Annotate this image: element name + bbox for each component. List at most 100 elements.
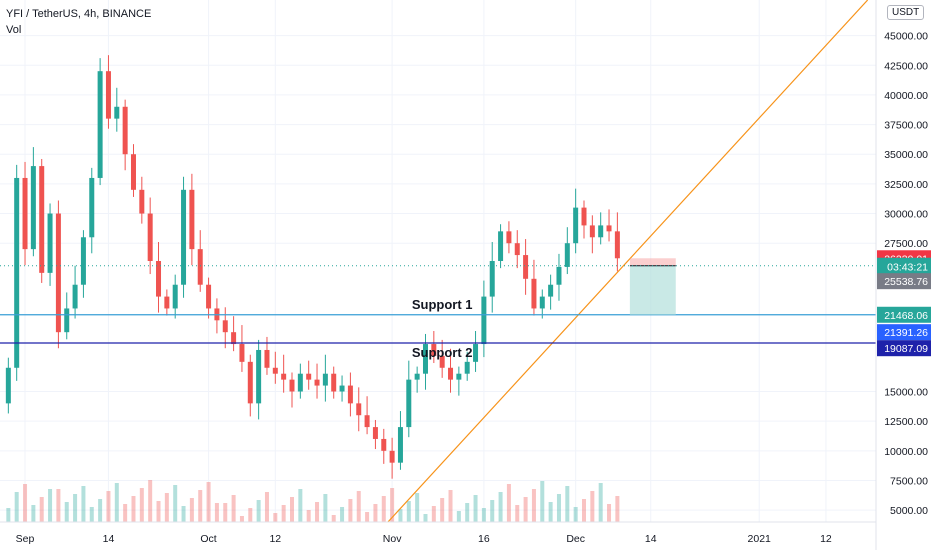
price-level-tag[interactable] [877, 324, 931, 341]
volume-bar [14, 492, 19, 522]
y-tick-label: 40000.00 [884, 90, 928, 102]
volume-bar [582, 499, 586, 522]
volume-bar [398, 509, 403, 522]
volume-bar [23, 484, 28, 522]
price-level-label: 19087.09 [884, 343, 928, 355]
candle-body [322, 373, 328, 386]
volume-bar [223, 503, 228, 522]
currency-badge[interactable]: USDT [887, 5, 925, 20]
volume-bar [81, 486, 86, 522]
x-tick-label: Nov [383, 533, 402, 545]
volume-bar [64, 502, 69, 522]
price-level-label: 03:43:21 [887, 261, 928, 273]
volume-label[interactable]: Vol [6, 24, 22, 36]
candle-body [406, 379, 412, 428]
volume-bar [31, 505, 36, 522]
candle-body [448, 367, 454, 380]
volume-bar [56, 489, 61, 522]
candle-body [297, 373, 303, 392]
support-1-label: Support 1 [412, 297, 473, 312]
candle-body [598, 225, 604, 238]
volume-bar [248, 508, 253, 522]
volume-bar [239, 516, 244, 522]
y-tick-label: 10000.00 [884, 446, 928, 458]
position-stop-zone[interactable] [629, 258, 676, 266]
candle-body [314, 379, 320, 386]
volume-bar [556, 494, 561, 522]
candle-body [548, 284, 554, 297]
x-tick-label: Dec [566, 533, 585, 545]
volume-bar [264, 492, 269, 522]
y-tick-label: 35000.00 [884, 149, 928, 161]
candle-body [22, 177, 28, 250]
candle-body [573, 207, 579, 244]
price-level-label: 21391.26 [884, 327, 928, 339]
volume-bar [315, 502, 320, 522]
price-level-label: 21468.06 [884, 310, 928, 322]
volume-bar [607, 504, 612, 522]
plot-background [0, 0, 876, 522]
candle-body [264, 349, 270, 368]
candle-body [331, 373, 337, 392]
x-tick-label: 12 [269, 533, 281, 545]
y-tick-label: 42500.00 [884, 60, 928, 72]
candle-body [197, 249, 203, 285]
volume-bar [114, 483, 119, 522]
volume-bar [206, 482, 211, 522]
candle-body [339, 385, 345, 392]
y-tick-label: 45000.00 [884, 31, 928, 43]
volume-bar [48, 489, 53, 522]
volume-bar [590, 491, 595, 522]
candle-body [473, 344, 479, 362]
volume-bar [189, 498, 194, 522]
candle-body [247, 361, 253, 404]
volume-bar [573, 507, 578, 522]
candle-body [539, 296, 545, 309]
trend-line[interactable] [387, 0, 869, 523]
candle-body [364, 415, 370, 428]
price-level-tag[interactable] [877, 258, 931, 275]
candle-body [105, 71, 111, 119]
candle-body [206, 284, 212, 309]
volume-bar [173, 485, 178, 522]
candle-body [97, 71, 103, 178]
candle-body [422, 344, 428, 374]
candle-body [164, 296, 170, 309]
volume-bar [373, 504, 378, 522]
candle-body [489, 261, 495, 297]
volume-bar [123, 504, 128, 522]
candle-body [114, 106, 120, 119]
y-tick-label: 5000.00 [890, 505, 928, 517]
volume-bar [448, 490, 453, 522]
y-tick-label: 7500.00 [890, 475, 928, 487]
candle-body [531, 278, 537, 309]
x-tick-label: Sep [16, 533, 35, 545]
candle-body [614, 231, 620, 259]
price-level-tag[interactable] [877, 273, 931, 290]
candle-body [72, 284, 78, 309]
volume-bar [340, 507, 345, 522]
x-tick-label: 12 [820, 533, 832, 545]
price-level-tag[interactable] [877, 340, 931, 357]
y-tick-label: 15000.00 [884, 387, 928, 399]
candle-body [139, 189, 145, 214]
y-tick-label: 30000.00 [884, 209, 928, 221]
volume-bar [181, 506, 186, 522]
y-tick-label: 32500.00 [884, 179, 928, 191]
candle-body [464, 361, 470, 374]
volume-bar [481, 508, 486, 522]
volume-bar [290, 497, 294, 522]
volume-bar [348, 499, 353, 522]
volume-bar [164, 493, 169, 522]
candle-body [381, 438, 387, 451]
volume-bar [415, 493, 420, 522]
volume-bar [548, 502, 553, 522]
x-tick-label: Oct [200, 533, 216, 545]
symbol-title[interactable]: YFI / TetherUS, 4h, BINANCE [6, 8, 152, 20]
position-target-zone[interactable] [629, 265, 676, 315]
price-level-tag[interactable] [877, 306, 931, 323]
x-tick-label: 14 [645, 533, 657, 545]
candle-body [222, 320, 228, 333]
